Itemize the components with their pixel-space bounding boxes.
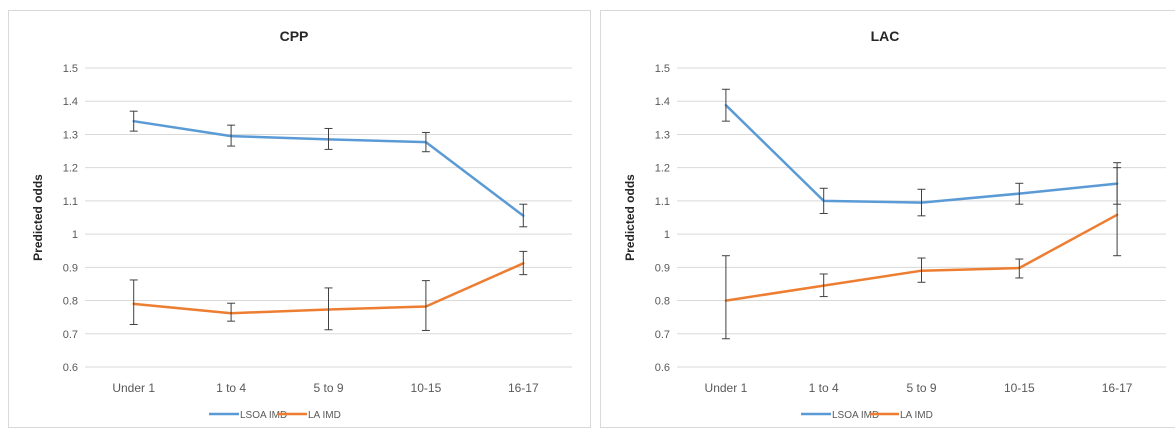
error-bar xyxy=(227,302,236,322)
y-tick-label: 1.2 xyxy=(655,163,670,175)
y-tick-label: 0.6 xyxy=(655,362,670,374)
error-bar xyxy=(519,250,528,276)
error-bar xyxy=(917,257,926,283)
chart-cpp: CPP 0.6 0.7 0.8 0.9 1 1.1 1.2 1.3 1.4 1.5 Predicted… xyxy=(31,28,572,421)
x-tick-label: 10-15 xyxy=(1004,381,1035,395)
error-bar xyxy=(129,110,138,132)
y-axis-label: Predicted odds xyxy=(31,174,45,261)
chart-lac: LAC 0.6 0.7 0.8 0.9 1 1.1 1.2 1.3 1.4 1.5 Predicted… xyxy=(623,28,1166,421)
error-bar xyxy=(324,127,333,150)
x-tick-label: 1 to 4 xyxy=(216,381,246,395)
error-bar xyxy=(129,279,138,325)
chart-panel-cpp: CPP 0.6 0.7 0.8 0.9 1 1.1 1.2 1.3 1.4 1.5 Predicted… xyxy=(8,10,591,428)
y-tick-label: 1 xyxy=(72,229,78,241)
error-bar xyxy=(721,255,730,340)
y-tick-label: 0.6 xyxy=(63,362,78,374)
y-axis-label: Predicted odds xyxy=(623,174,637,261)
y-tick-label: 1.5 xyxy=(655,63,670,75)
x-tick-label: 1 to 4 xyxy=(809,381,839,395)
error-bar xyxy=(1015,258,1024,279)
x-tick-label: 10-15 xyxy=(411,381,442,395)
error-bar xyxy=(421,131,430,153)
y-tick-label: 1.1 xyxy=(655,196,670,208)
error-bar xyxy=(917,188,926,217)
chart-panel-lac: LAC 0.6 0.7 0.8 0.9 1 1.1 1.2 1.3 1.4 1.5 Predicted… xyxy=(600,10,1175,428)
chart-title: CPP xyxy=(280,28,309,44)
y-tick-label: 1.5 xyxy=(63,63,78,75)
y-tick-label: 0.7 xyxy=(63,329,78,341)
x-tick-label: 5 to 9 xyxy=(906,381,936,395)
error-bar xyxy=(519,203,528,228)
x-tick-label: 16-17 xyxy=(1102,381,1133,395)
error-bar xyxy=(1113,167,1122,257)
legend: LSOA IMD LA IMD xyxy=(209,410,341,421)
error-bar xyxy=(227,124,236,147)
y-tick-label: 1.3 xyxy=(63,129,78,141)
error-bar xyxy=(819,273,828,298)
legend-label: LSOA IMD xyxy=(832,410,879,421)
error-bar xyxy=(819,187,828,215)
y-tick-label: 0.8 xyxy=(63,296,78,308)
error-bar xyxy=(324,287,333,331)
error-bar xyxy=(721,88,730,122)
y-tick-label: 1.2 xyxy=(63,163,78,175)
y-tick-label: 0.9 xyxy=(655,262,670,274)
y-tick-label: 0.7 xyxy=(655,329,670,341)
y-tick-label: 1.3 xyxy=(655,129,670,141)
legend-label: LSOA IMD xyxy=(240,410,287,421)
x-tick-label: 5 to 9 xyxy=(313,381,343,395)
chart-title: LAC xyxy=(871,28,900,44)
y-tick-label: 1 xyxy=(664,229,670,241)
y-tick-label: 1.4 xyxy=(63,96,78,108)
legend-label: LA IMD xyxy=(900,410,933,421)
y-tick-label: 1.1 xyxy=(63,196,78,208)
x-tick-label: 16-17 xyxy=(508,381,539,395)
y-tick-label: 0.9 xyxy=(63,262,78,274)
legend-label: LA IMD xyxy=(308,410,341,421)
y-tick-label: 1.4 xyxy=(655,96,670,108)
x-tick-label: Under 1 xyxy=(112,381,155,395)
x-tick-label: Under 1 xyxy=(705,381,748,395)
legend: LSOA IMD LA IMD xyxy=(801,410,933,421)
error-bar xyxy=(1015,182,1024,205)
series-line-lsoa-imd xyxy=(724,103,1119,204)
error-bar xyxy=(421,280,430,331)
y-tick-label: 0.8 xyxy=(655,296,670,308)
